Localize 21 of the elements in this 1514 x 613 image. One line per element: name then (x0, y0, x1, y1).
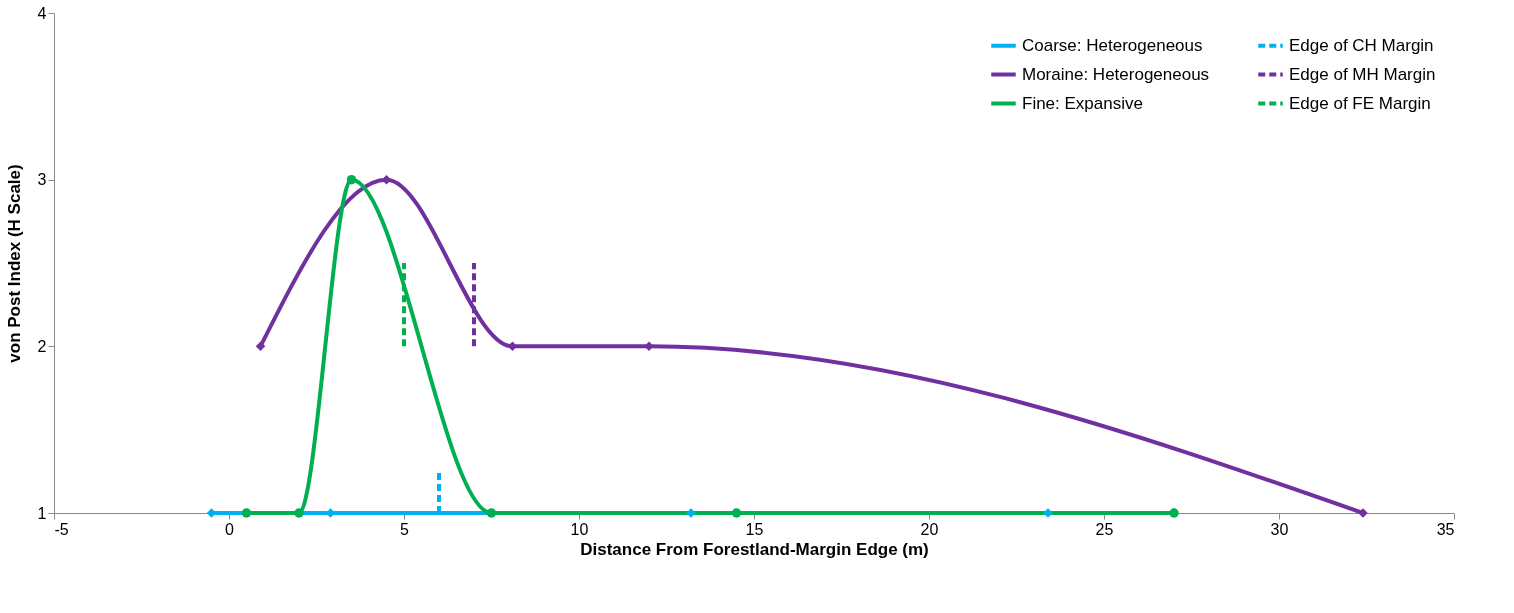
x-tick-label: -5 (54, 520, 69, 538)
y-tick-label: 2 (37, 337, 47, 355)
x-tick-label: 10 (570, 520, 589, 538)
y-tick-label: 4 (37, 4, 47, 22)
x-tick-label: 20 (920, 520, 939, 538)
x-tick-label: 5 (400, 520, 410, 538)
legend-label: Edge of CH Margin (1289, 35, 1434, 55)
legend-label: Edge of MH Margin (1289, 64, 1436, 84)
y-axis-title: von Post Index (H Scale) (4, 164, 24, 363)
legend-label: Fine: Expansive (1022, 93, 1143, 113)
x-tick-label: 25 (1095, 520, 1114, 538)
x-tick-label: 30 (1270, 520, 1289, 538)
y-tick-label: 1 (37, 504, 47, 522)
legend-label: Edge of FE Margin (1289, 93, 1431, 113)
legend-label: Moraine: Heterogeneous (1022, 64, 1210, 84)
x-axis-title: Distance From Forestland-Margin Edge (m) (580, 539, 929, 559)
legend-label: Coarse: Heterogeneous (1022, 35, 1203, 55)
x-tick-label: 15 (745, 520, 764, 538)
y-tick-label: 3 (37, 171, 47, 189)
x-tick-label: 0 (225, 520, 235, 538)
x-tick-label: 35 (1436, 520, 1455, 538)
